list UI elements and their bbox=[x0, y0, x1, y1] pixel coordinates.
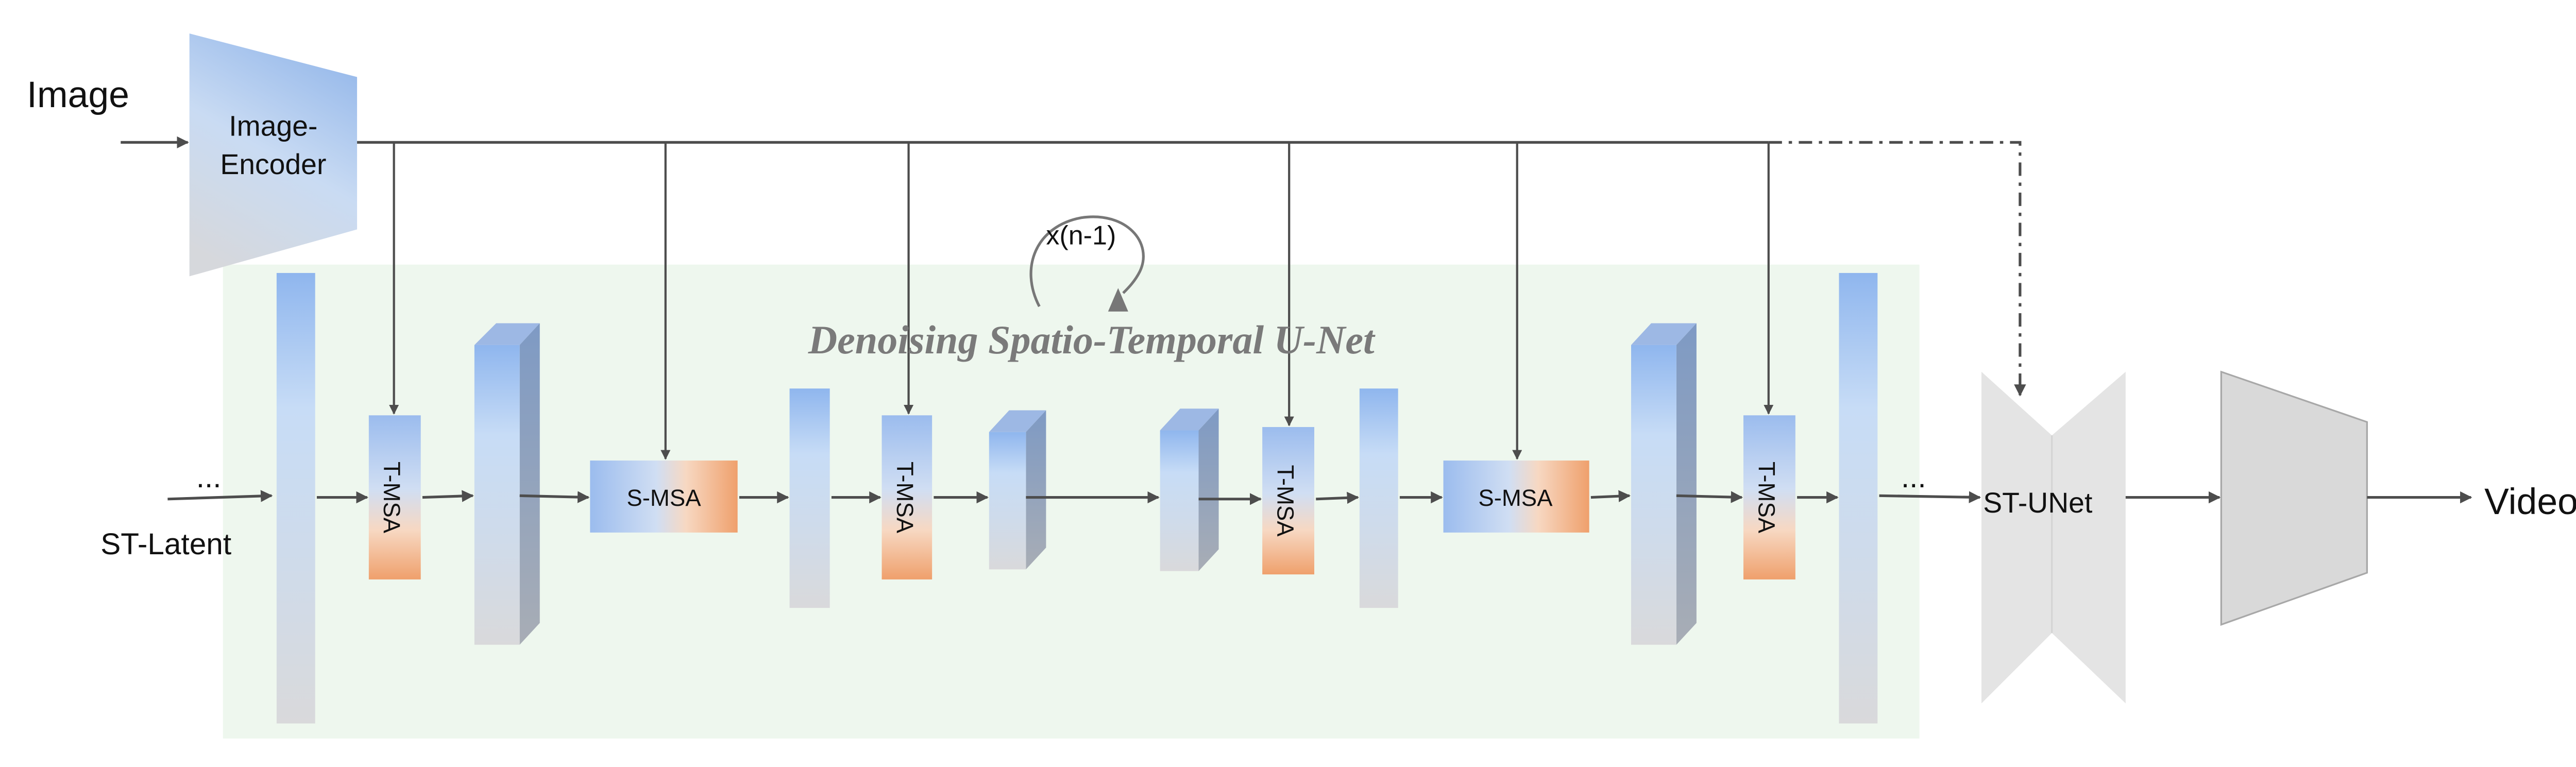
t-msa-label: T-MSA bbox=[892, 462, 918, 534]
video-decoder bbox=[2220, 370, 2368, 626]
feature-bar bbox=[1839, 272, 1878, 724]
t-msa-block: T-MSA bbox=[1262, 427, 1314, 575]
flow-arrows bbox=[316, 490, 1981, 505]
flow-arrow bbox=[1590, 490, 1631, 502]
left-ellipsis: ... bbox=[196, 461, 222, 494]
feature-block-3d bbox=[474, 323, 540, 645]
feature-block-3d bbox=[989, 410, 1046, 570]
flow-arrow bbox=[1676, 491, 1743, 503]
t-msa-block: T-MSA bbox=[882, 415, 933, 579]
feature-block-3d bbox=[1160, 408, 1219, 571]
unet-title: Denoising Spatio-Temporal U-Net bbox=[808, 317, 1376, 362]
st-latent-label: ST-Latent bbox=[100, 527, 231, 561]
input-image-label: Image bbox=[27, 74, 129, 115]
encoder-label-line2: Encoder bbox=[220, 148, 326, 180]
t-msa-block: T-MSA bbox=[368, 415, 421, 579]
flow-arrow bbox=[519, 491, 590, 503]
condition-to-st-unet-dashed bbox=[1768, 141, 2026, 397]
flow-arrow bbox=[1879, 491, 1981, 503]
loop-label: x(n-1) bbox=[1046, 221, 1116, 251]
feature-block-3d bbox=[1631, 323, 1697, 645]
t-msa-label: T-MSA bbox=[379, 462, 405, 534]
flow-arrow bbox=[422, 490, 474, 502]
st-unet-shape bbox=[1981, 371, 2126, 704]
s-msa-block: S-MSA bbox=[1443, 461, 1589, 533]
t-msa-label: T-MSA bbox=[1753, 462, 1780, 534]
latent-arrow bbox=[167, 490, 273, 502]
s-msa-label: S-MSA bbox=[1478, 485, 1553, 511]
loop-arrowhead-icon bbox=[1108, 288, 1128, 312]
flow-arrow bbox=[1316, 491, 1359, 504]
feature-bar bbox=[789, 388, 830, 608]
st-unet-label: ST-UNet bbox=[1983, 487, 2092, 519]
condition-drops bbox=[389, 142, 1774, 460]
loop-arrow-icon bbox=[1029, 215, 1145, 308]
t-msa-block: T-MSA bbox=[1743, 415, 1795, 579]
image-encoder bbox=[189, 33, 358, 277]
t-msa-label: T-MSA bbox=[1272, 465, 1298, 537]
feature-bar bbox=[1359, 388, 1398, 608]
feature-bar bbox=[276, 272, 315, 724]
output-video-label: Video bbox=[2484, 481, 2576, 522]
right-ellipsis: ... bbox=[1901, 461, 1926, 494]
encoder-label-line1: Image- bbox=[229, 110, 317, 142]
s-msa-block: S-MSA bbox=[590, 461, 738, 533]
s-msa-label: S-MSA bbox=[626, 485, 701, 511]
